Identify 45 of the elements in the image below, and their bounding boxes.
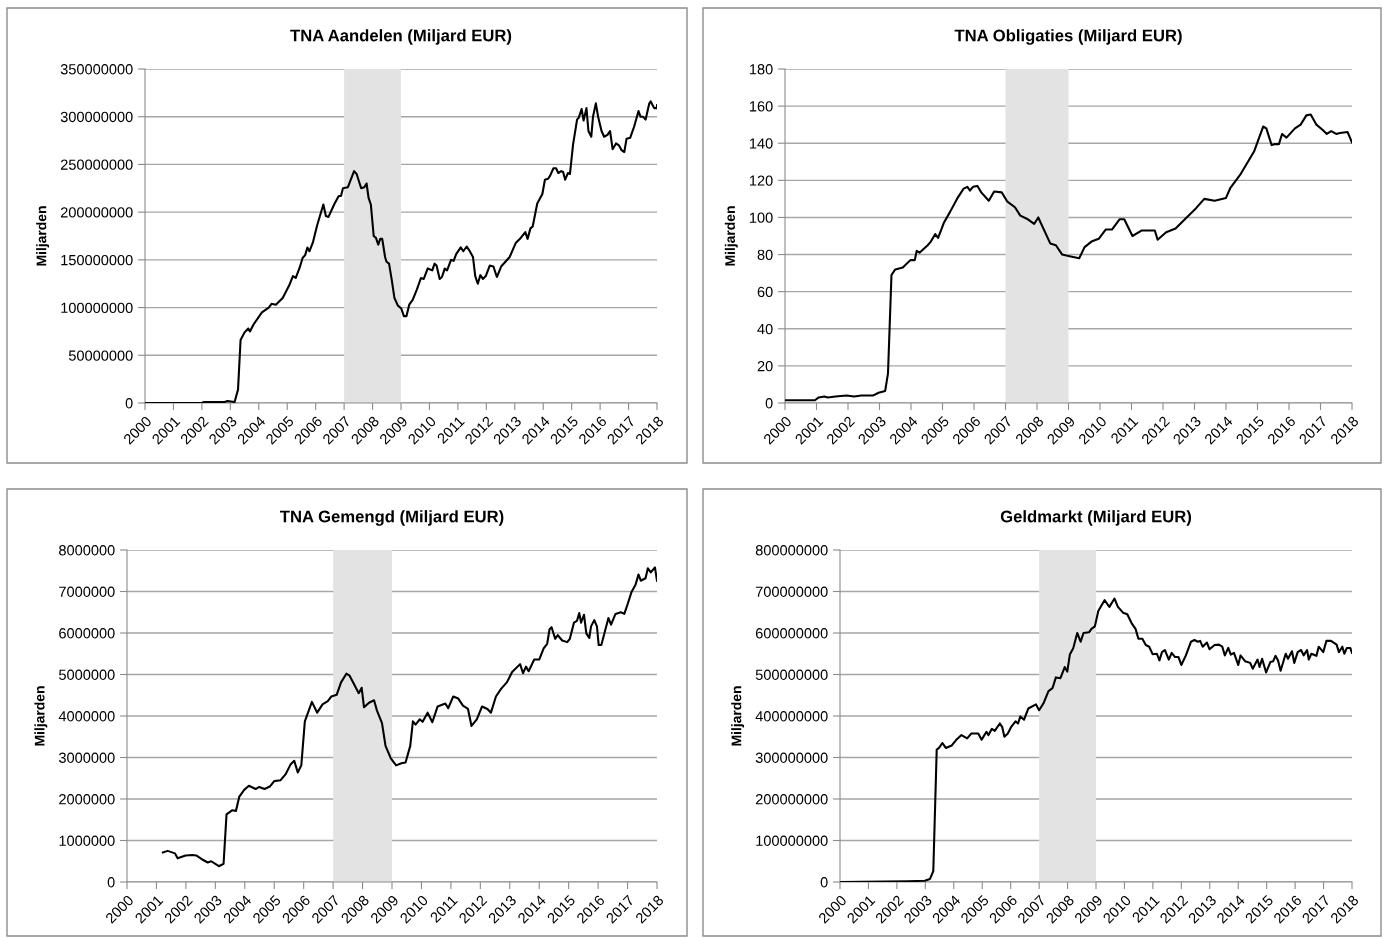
y-axis-title: Miljarden [731,686,745,746]
y-tick-label: 100 [749,212,773,223]
y-tick-label: 4000000 [58,711,115,722]
y-tick-label: 500000000 [755,669,828,680]
chart-title: Geldmarkt (Miljard EUR) [1000,510,1192,526]
y-tick-label: 700000000 [755,586,828,597]
y-tick-label: 140 [749,138,773,149]
y-tick-label: 200000000 [60,207,133,218]
y-tick-label: 400000000 [755,711,828,722]
y-tick-label: 300000000 [755,752,828,763]
y-tick-label: 120 [749,175,773,186]
y-tick-label: 350000000 [60,64,133,75]
y-tick-label: 0 [765,398,773,409]
y-tick-label: 100000000 [756,835,828,846]
y-tick-label: 3000000 [58,752,115,763]
y-tick-label: 2000000 [59,794,115,805]
y-axis-title: Miljarden [36,206,50,266]
y-tick-label: 0 [820,877,828,888]
y-tick-label: 6000000 [59,628,115,639]
y-tick-label: 250000000 [60,159,133,170]
y-tick-label: 0 [107,877,115,888]
y-tick-label: 8000000 [59,545,115,556]
y-tick-label: 300000000 [60,111,133,123]
y-axis-title: Miljarden [34,686,48,746]
y-tick-label: 5000000 [59,669,115,680]
y-tick-label: 20 [757,360,773,372]
y-tick-label: 180 [749,64,773,75]
y-tick-label: 100000000 [61,302,133,313]
y-tick-label: 600000000 [755,628,828,639]
y-tick-label: 800000000 [755,545,828,556]
y-tick-label: 1000000 [59,835,115,846]
y-tick-label: 40 [757,323,773,335]
chart-title: TNA Obligaties (Miljard EUR) [954,29,1182,45]
y-tick-label: 200000000 [755,794,828,805]
line-series [161,566,657,868]
y-tick-label: 150000000 [61,254,133,266]
y-tick-label: 160 [749,101,773,112]
y-tick-label: 50000000 [68,350,133,361]
y-tick-label: 7000000 [59,586,115,597]
y-tick-label: 60 [757,286,773,298]
y-tick-label: 80 [757,249,773,260]
y-axis-title: Miljarden [724,206,738,266]
chart-title: TNA Gemengd (Miljard EUR) [280,510,504,526]
y-tick-label: 0 [125,398,133,409]
chart-title: TNA Aandelen (Miljard EUR) [290,29,512,45]
